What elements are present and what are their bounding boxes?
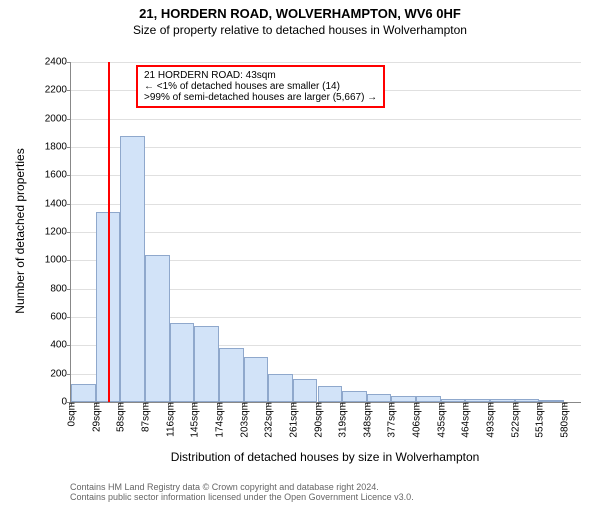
x-tick-label: 377sqm xyxy=(385,402,398,438)
x-tick-label: 551sqm xyxy=(533,402,546,438)
x-tick-label: 145sqm xyxy=(188,402,201,438)
x-tick-label: 0sqm xyxy=(65,402,78,426)
x-tick-label: 406sqm xyxy=(410,402,423,438)
footer-attribution: Contains HM Land Registry data © Crown c… xyxy=(70,482,414,502)
y-tick-label: 1600 xyxy=(45,170,71,181)
x-tick-label: 580sqm xyxy=(558,402,571,438)
gridline xyxy=(71,175,581,176)
annotation-line: 21 HORDERN ROAD: 43sqm xyxy=(144,70,377,81)
histogram-bar xyxy=(71,384,96,402)
x-tick-label: 493sqm xyxy=(484,402,497,438)
x-tick-label: 87sqm xyxy=(138,402,151,432)
y-axis-label: Number of detached properties xyxy=(13,131,27,331)
x-tick-label: 290sqm xyxy=(311,402,324,438)
histogram-bar xyxy=(145,255,170,402)
x-tick-label: 232sqm xyxy=(262,402,275,438)
y-tick-label: 2200 xyxy=(45,85,71,96)
x-tick-label: 116sqm xyxy=(163,402,176,437)
y-tick-label: 800 xyxy=(50,283,71,294)
footer-line: Contains public sector information licen… xyxy=(70,492,414,502)
x-tick-label: 58sqm xyxy=(114,402,127,432)
property-marker-line xyxy=(108,62,110,402)
histogram-bar xyxy=(120,136,145,402)
histogram-bar xyxy=(342,391,367,402)
histogram-bar xyxy=(367,394,392,403)
chart-title-main: 21, HORDERN ROAD, WOLVERHAMPTON, WV6 0HF xyxy=(0,6,600,21)
y-tick-label: 1200 xyxy=(45,227,71,238)
gridline xyxy=(71,62,581,63)
histogram-bar xyxy=(219,348,244,402)
x-tick-label: 348sqm xyxy=(360,402,373,438)
annotation-callout: 21 HORDERN ROAD: 43sqm← <1% of detached … xyxy=(136,65,385,108)
histogram-bar xyxy=(318,386,343,402)
x-tick-label: 435sqm xyxy=(434,402,447,438)
histogram-bar xyxy=(170,323,195,402)
histogram-bar xyxy=(293,379,318,402)
gridline xyxy=(71,147,581,148)
x-tick-label: 522sqm xyxy=(508,402,521,438)
y-tick-label: 1400 xyxy=(45,198,71,209)
x-tick-label: 174sqm xyxy=(212,402,225,438)
x-tick-label: 261sqm xyxy=(286,402,299,438)
footer-line: Contains HM Land Registry data © Crown c… xyxy=(70,482,414,492)
histogram-bar xyxy=(244,357,269,402)
y-tick-label: 1800 xyxy=(45,142,71,153)
x-tick-label: 203sqm xyxy=(237,402,250,438)
x-axis-label: Distribution of detached houses by size … xyxy=(70,450,580,464)
y-tick-label: 400 xyxy=(50,340,71,351)
gridline xyxy=(71,119,581,120)
annotation-line: >99% of semi-detached houses are larger … xyxy=(144,92,377,103)
histogram-bar xyxy=(194,326,219,403)
x-tick-label: 319sqm xyxy=(336,402,349,438)
histogram-bar xyxy=(268,374,293,402)
chart-title-sub: Size of property relative to detached ho… xyxy=(0,23,600,37)
x-tick-label: 29sqm xyxy=(89,402,102,432)
y-tick-label: 600 xyxy=(50,312,71,323)
annotation-line: ← <1% of detached houses are smaller (14… xyxy=(144,81,377,92)
y-tick-label: 2400 xyxy=(45,57,71,68)
y-tick-label: 2000 xyxy=(45,113,71,124)
gridline xyxy=(71,204,581,205)
x-tick-label: 464sqm xyxy=(459,402,472,438)
gridline xyxy=(71,232,581,233)
y-tick-label: 200 xyxy=(50,368,71,379)
y-tick-label: 1000 xyxy=(45,255,71,266)
chart-plot-area: 0200400600800100012001400160018002000220… xyxy=(70,62,581,403)
